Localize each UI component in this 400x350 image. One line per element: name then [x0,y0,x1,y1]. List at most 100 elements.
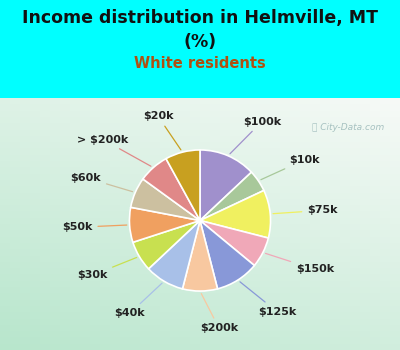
Bar [110,211,120,218]
Bar [60,293,70,300]
Bar [320,186,330,193]
Bar [210,262,220,268]
Bar [140,331,150,337]
Bar [150,205,160,211]
Bar [350,155,360,161]
Bar [210,337,220,344]
Bar [240,123,250,130]
Bar [310,218,320,224]
Bar [340,318,350,325]
Bar [170,205,180,211]
Bar [80,287,90,293]
Bar [200,312,210,318]
Bar [220,186,230,193]
Bar [240,281,250,287]
Bar [310,281,320,287]
Bar [360,180,370,186]
Bar [200,199,210,205]
Bar [130,344,140,350]
Bar [340,155,350,161]
Bar [250,123,260,130]
Bar [270,325,280,331]
Bar [140,117,150,123]
Bar [110,293,120,300]
Bar [390,180,400,186]
Bar [90,243,100,249]
Bar [330,325,340,331]
Bar [370,274,380,281]
Bar [80,224,90,230]
Bar [290,180,300,186]
Bar [160,148,170,155]
Bar [230,243,240,249]
Bar [220,98,230,104]
Bar [190,268,200,274]
Bar [180,136,190,142]
Bar [70,174,80,180]
Bar [200,155,210,161]
Bar [100,199,110,205]
Bar [230,287,240,293]
Bar [250,249,260,256]
Bar [360,199,370,205]
Bar [220,161,230,167]
Bar [180,130,190,136]
Bar [160,262,170,268]
Bar [160,180,170,186]
Bar [220,199,230,205]
Bar [280,262,290,268]
Bar [320,293,330,300]
Bar [80,167,90,174]
Bar [100,148,110,155]
Bar [110,237,120,243]
Bar [210,344,220,350]
Bar [350,199,360,205]
Bar [190,111,200,117]
Bar [380,142,390,148]
Bar [60,167,70,174]
Bar [190,148,200,155]
Bar [220,237,230,243]
Bar [20,205,30,211]
Bar [350,237,360,243]
Bar [150,249,160,256]
Bar [280,130,290,136]
Bar [70,205,80,211]
Bar [320,312,330,318]
Bar [100,174,110,180]
Bar [150,256,160,262]
Bar [230,268,240,274]
Bar [70,117,80,123]
Bar [130,218,140,224]
Bar [130,331,140,337]
Bar [300,98,310,104]
Bar [80,111,90,117]
Bar [170,142,180,148]
Bar [380,199,390,205]
Bar [320,230,330,237]
Bar [10,161,20,167]
Bar [240,337,250,344]
Bar [60,312,70,318]
Bar [80,180,90,186]
Bar [110,199,120,205]
Bar [330,237,340,243]
Bar [10,167,20,174]
Bar [200,174,210,180]
Bar [0,293,10,300]
Bar [20,148,30,155]
Bar [50,98,60,104]
Bar [280,293,290,300]
Bar [340,325,350,331]
Bar [340,262,350,268]
Bar [280,174,290,180]
Bar [350,136,360,142]
Bar [190,218,200,224]
Bar [280,123,290,130]
Bar [160,161,170,167]
Bar [130,142,140,148]
Bar [80,293,90,300]
Bar [230,136,240,142]
Bar [130,117,140,123]
Bar [220,300,230,306]
